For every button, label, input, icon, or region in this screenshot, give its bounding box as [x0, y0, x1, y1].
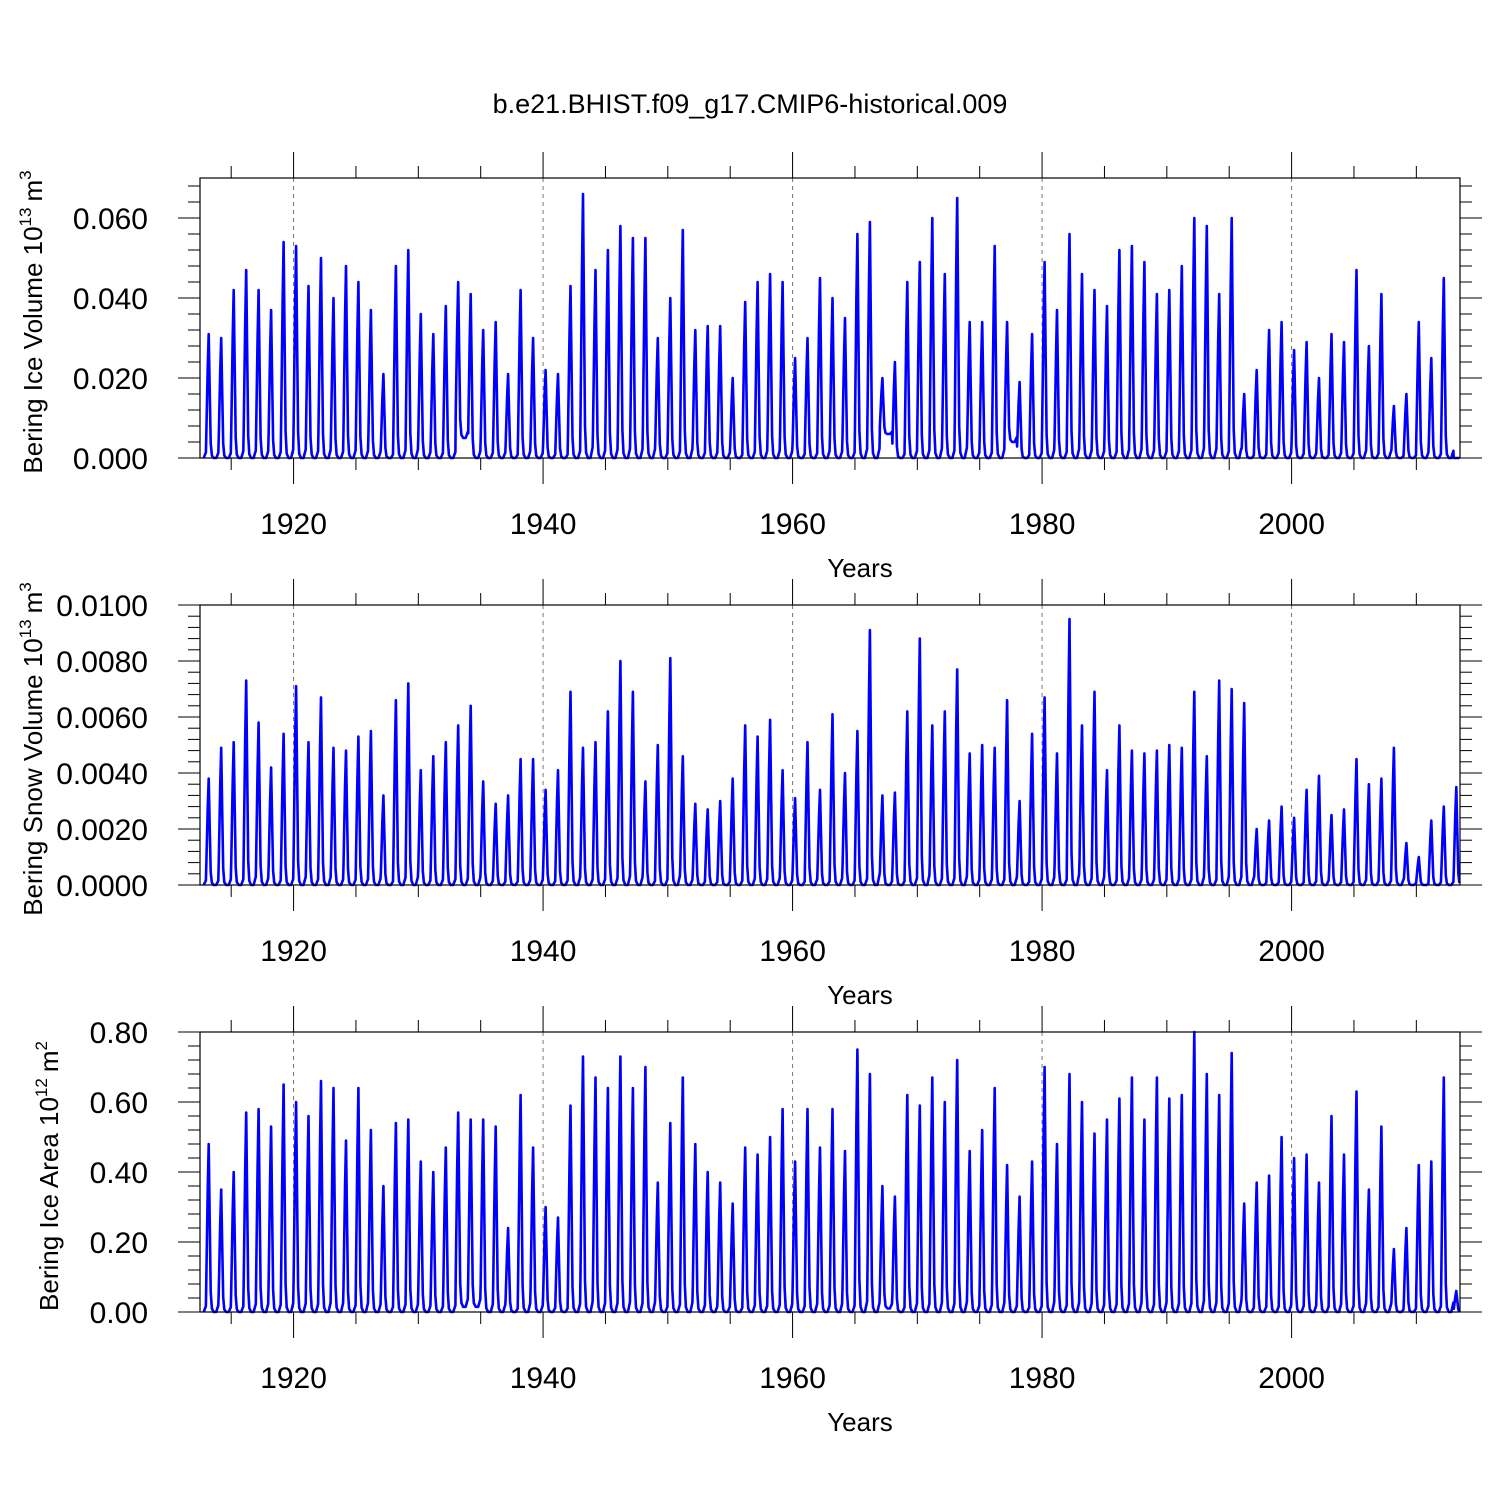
figure-title: b.e21.BHIST.f09_g17.CMIP6-historical.009: [493, 89, 1008, 119]
y-axis-title-exponent: 12: [32, 1078, 51, 1097]
y-tick-label: 0.20: [90, 1227, 148, 1260]
x-axis-title: Years: [827, 1407, 893, 1437]
x-axis-title: Years: [827, 553, 893, 583]
x-tick-label: 1960: [759, 508, 826, 541]
y-axis-title: Bering Snow Volume 1013 m3: [16, 582, 48, 916]
y-tick-label: 0.0040: [56, 758, 148, 791]
y-axis-title-exponent: 13: [16, 208, 35, 227]
y-axis-title-unit: m: [34, 1050, 64, 1072]
y-axis-title: Bering Ice Volume 1013 m3: [16, 170, 48, 473]
y-axis-title-unit: m: [18, 592, 48, 614]
x-tick-label: 1940: [510, 1362, 577, 1395]
y-tick-label: 0.0080: [56, 646, 148, 679]
y-tick-label: 0.40: [90, 1157, 148, 1190]
x-tick-label: 1920: [260, 935, 327, 968]
y-axis-title: Bering Ice Area 1012 m2: [32, 1041, 64, 1311]
y-tick-label: 0.60: [90, 1087, 148, 1120]
x-tick-label: 1960: [759, 935, 826, 968]
y-tick-label: 0.0000: [56, 870, 148, 903]
x-axis-title: Years: [827, 980, 893, 1010]
x-tick-label: 1980: [1009, 935, 1076, 968]
y-tick-label: 0.040: [73, 283, 148, 316]
series-line: [202, 192, 1460, 460]
panel-snow-volume: 1920 1940 1960 1980 2000 0.0000 0.0020 0.0040 0.…: [16, 579, 1482, 1010]
x-tick-label: 1940: [510, 508, 577, 541]
y-axis-title-unit-exponent: 2: [32, 1041, 51, 1050]
plot-frame: [199, 604, 1461, 886]
y-axis-title-text: Bering Ice Volume 10: [18, 226, 48, 473]
y-axis-title-text: Bering Snow Volume 10: [18, 638, 48, 916]
y-tick-label: 0.0060: [56, 702, 148, 735]
y-axis-title-exponent: 13: [16, 619, 35, 638]
x-tick-label: 2000: [1258, 1362, 1325, 1395]
panel-ice-volume: 1920 1940 1960 1980 2000 0.000 0.020 0.040 0.060…: [16, 152, 1482, 583]
y-tick-label: 0.060: [73, 203, 148, 236]
y-axis-title-unit-exponent: 3: [16, 170, 35, 179]
x-tick-label: 1940: [510, 935, 577, 968]
x-tick-label: 1960: [759, 1362, 826, 1395]
y-tick-label: 0.000: [73, 443, 148, 476]
y-tick-label: 0.0100: [56, 590, 148, 623]
y-axis-title-unit: m: [18, 180, 48, 202]
x-tick-label: 1980: [1009, 508, 1076, 541]
y-tick-label: 0.00: [90, 1297, 148, 1330]
plot-frame: [199, 177, 1461, 459]
y-tick-label: 0.020: [73, 363, 148, 396]
x-tick-label: 1920: [260, 1362, 327, 1395]
series-line: [202, 1030, 1461, 1314]
x-tick-label: 2000: [1258, 508, 1325, 541]
x-tick-label: 1920: [260, 508, 327, 541]
panel-ice-area: 1920 1940 1960 1980 2000 0.00 0.20 0.40 0.60 0.80…: [32, 1006, 1482, 1437]
y-axis-title-text: Bering Ice Area 10: [34, 1097, 64, 1311]
panels: 1920 1940 1960 1980 2000 0.000 0.020 0.040 0.060…: [16, 152, 1482, 1437]
x-tick-label: 2000: [1258, 935, 1325, 968]
y-tick-label: 0.80: [90, 1017, 148, 1050]
y-tick-label: 0.0020: [56, 814, 148, 847]
y-axis-title-unit-exponent: 3: [16, 582, 35, 591]
x-tick-label: 1980: [1009, 1362, 1076, 1395]
series-line: [202, 617, 1461, 887]
